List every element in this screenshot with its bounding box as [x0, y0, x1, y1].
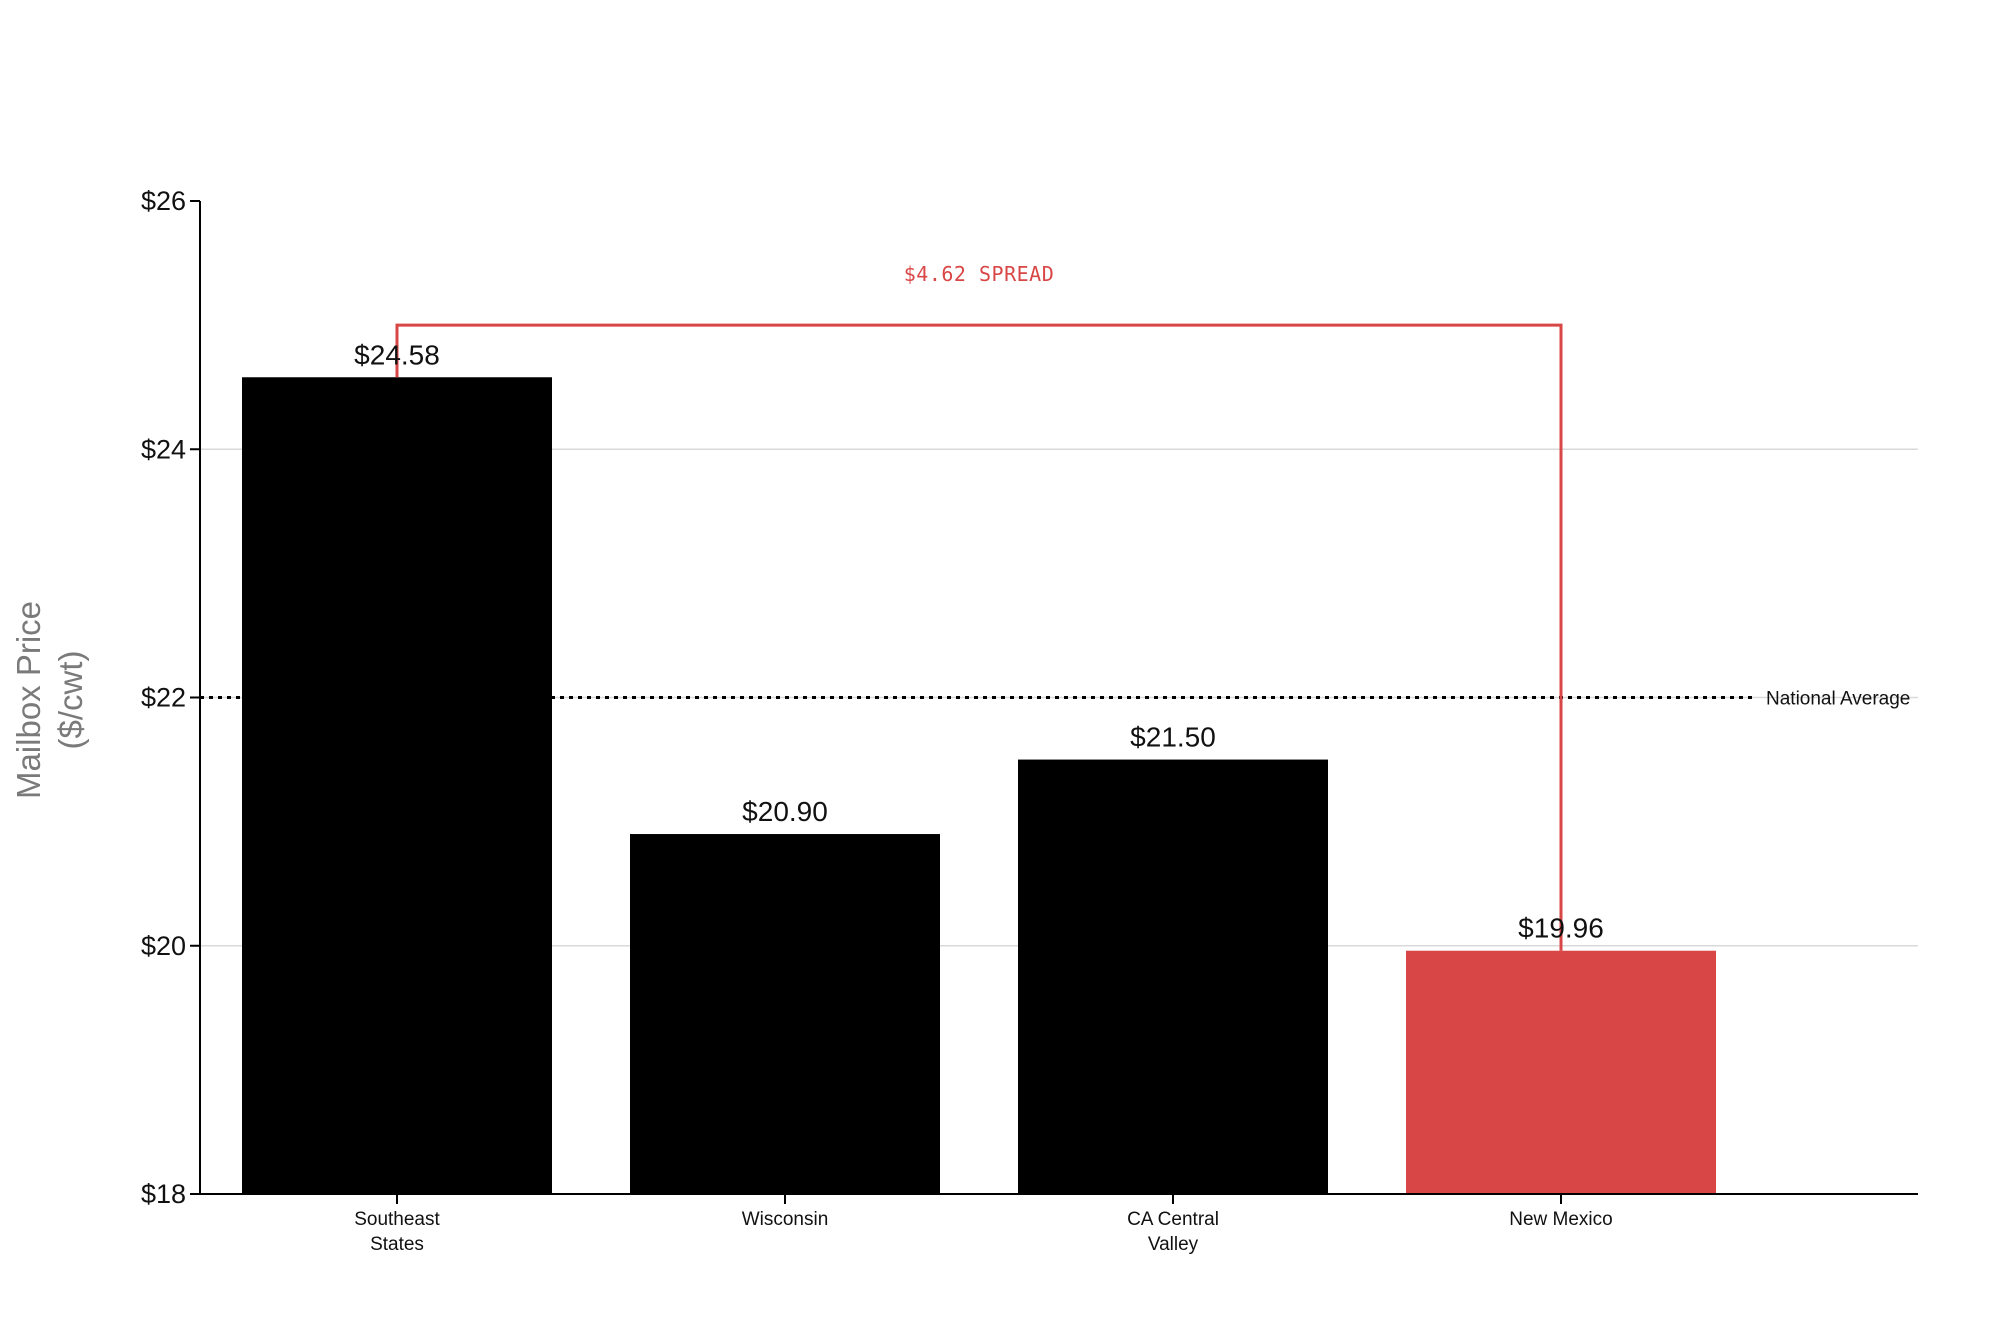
- y-tick-label: $26: [141, 186, 186, 216]
- data-label: $21.50: [1130, 722, 1216, 753]
- y-tick-label: $18: [141, 1179, 186, 1209]
- x-tick-label: CA Central: [1127, 1209, 1219, 1230]
- y-tick-label: $22: [141, 683, 186, 713]
- bar: [1018, 759, 1328, 1194]
- y-tick-label: $24: [141, 434, 186, 464]
- y-tick-label: $20: [141, 931, 186, 961]
- reference-line-group: National Average: [200, 689, 1910, 710]
- national-average-label: National Average: [1766, 689, 1910, 710]
- data-label: $20.90: [742, 796, 828, 827]
- x-tick-label: Valley: [1148, 1234, 1199, 1255]
- x-tick-label: New Mexico: [1509, 1209, 1612, 1230]
- data-label: $24.58: [354, 339, 440, 370]
- axes: [190, 200, 1918, 1204]
- bar-highlight: [1406, 950, 1716, 1194]
- bar: [242, 377, 552, 1194]
- spread-bracket: [395, 323, 1563, 951]
- x-tick-label: Southeast: [354, 1209, 440, 1230]
- y-axis-title: ($/cwt): [52, 651, 89, 750]
- y-axis-title: Mailbox Price: [10, 601, 47, 799]
- x-tick-label: Wisconsin: [742, 1209, 829, 1230]
- bars: [242, 377, 1716, 1194]
- spread-annotation: $4.62 SPREAD: [395, 262, 1563, 951]
- labels: $18 $20 $22 $24 $26 Southeast States Wisconsin C…: [10, 186, 1613, 1255]
- data-label: $19.96: [1518, 913, 1604, 944]
- bar: [630, 834, 940, 1194]
- x-tick-label: States: [370, 1234, 424, 1255]
- spread-label: $4.62 SPREAD: [904, 262, 1055, 286]
